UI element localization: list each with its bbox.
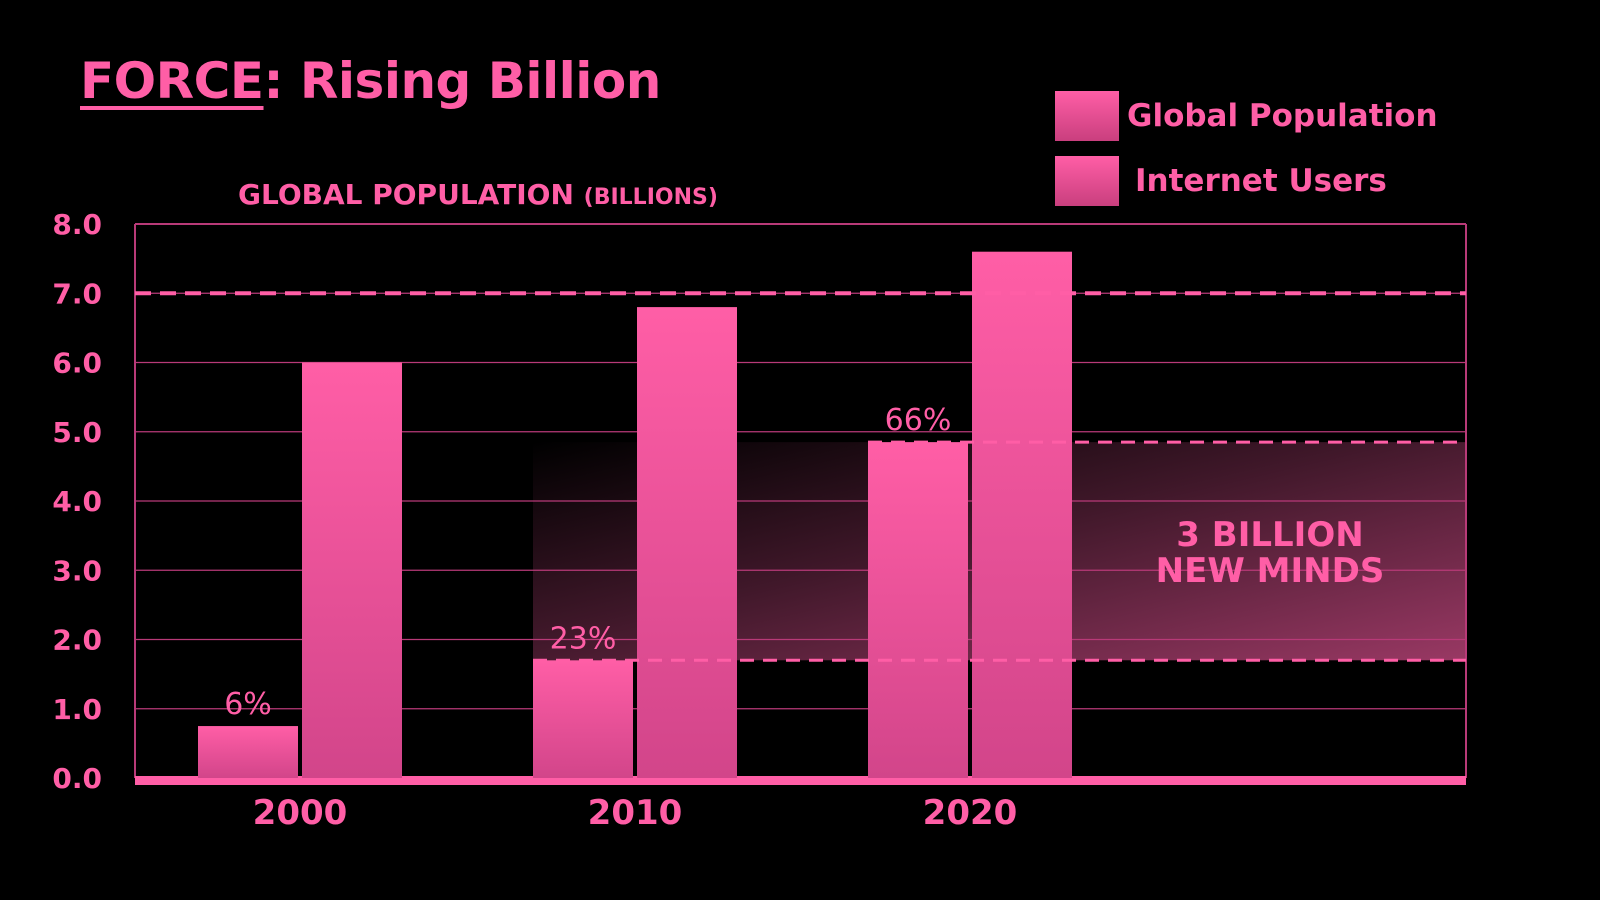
bar-global-population-2000 bbox=[302, 362, 402, 778]
y-tick-label-1: 1.0 bbox=[52, 693, 102, 726]
annotation-line-2: NEW MINDS bbox=[1156, 551, 1385, 591]
title-force: FORCE bbox=[80, 52, 264, 110]
x-axis-baseline bbox=[135, 776, 1466, 785]
y-tick-label-2: 2.0 bbox=[52, 624, 102, 657]
y-tick-label-7: 7.0 bbox=[52, 277, 102, 310]
x-tick-label-2000: 2000 bbox=[253, 793, 348, 833]
page-title: FORCE: Rising Billion bbox=[80, 52, 661, 110]
x-tick-label-2010: 2010 bbox=[588, 793, 683, 833]
legend-item-internet-users: Internet Users bbox=[1055, 155, 1387, 207]
legend-item-global-population: Global Population bbox=[1055, 90, 1438, 142]
data-label-2000: 6% bbox=[224, 687, 272, 722]
subtitle-unit: (BILLIONS) bbox=[583, 185, 718, 210]
chart-subtitle: GLOBAL POPULATION (BILLIONS) bbox=[238, 178, 718, 211]
bar-internet-users-2010 bbox=[533, 660, 633, 778]
subtitle-main: GLOBAL POPULATION bbox=[238, 178, 574, 211]
legend-swatch-global-population bbox=[1055, 91, 1119, 141]
y-tick-label-8: 8.0 bbox=[52, 208, 102, 241]
y-tick-label-5: 5.0 bbox=[52, 416, 102, 449]
x-tick-label-2020: 2020 bbox=[923, 793, 1018, 833]
legend-label-internet-users: Internet Users bbox=[1135, 163, 1387, 199]
bar-global-population-2010 bbox=[637, 307, 737, 778]
title-rest: : Rising Billion bbox=[263, 52, 662, 110]
y-tick-label-4: 4.0 bbox=[52, 485, 102, 518]
bar-internet-users-2000 bbox=[198, 726, 298, 778]
legend-swatch-internet-users bbox=[1055, 156, 1119, 206]
annotation-line-1: 3 BILLION bbox=[1176, 515, 1363, 555]
legend-label-global-population: Global Population bbox=[1127, 98, 1438, 134]
y-tick-label-3: 3.0 bbox=[52, 554, 102, 587]
bar-internet-users-2020 bbox=[868, 442, 968, 778]
data-label-2020: 66% bbox=[885, 403, 952, 438]
bar-global-population-2020 bbox=[972, 251, 1072, 778]
y-tick-label-0: 0.0 bbox=[52, 762, 102, 795]
y-tick-label-6: 6.0 bbox=[52, 347, 102, 380]
data-label-2010: 23% bbox=[550, 621, 617, 656]
